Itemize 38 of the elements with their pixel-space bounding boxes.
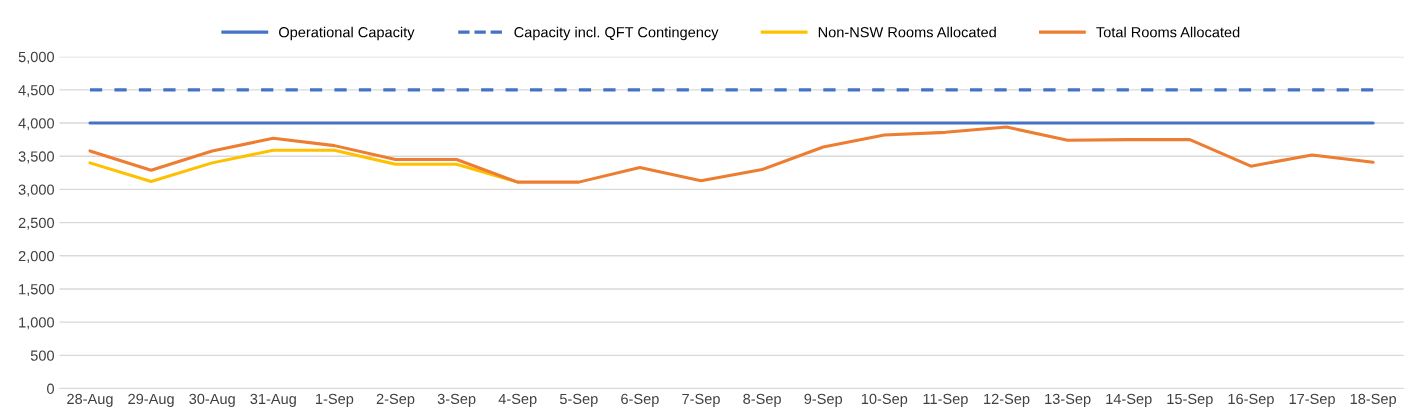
x-tick-label: 8-Sep [743, 393, 781, 407]
line-series [88, 125, 1375, 184]
x-tick-label: 5-Sep [559, 393, 598, 407]
x-tick-label: 28-Aug [67, 393, 113, 407]
x-tick-label: 10-Sep [861, 393, 908, 407]
x-tick-label: 4-Sep [498, 393, 537, 407]
y-tick-label: 0 [47, 383, 54, 394]
y-tick-label: 500 [30, 350, 54, 361]
legend-label: Operational Capacity [279, 26, 415, 41]
y-tick-label: 1,500 [19, 284, 54, 297]
y-tick-label: 4,000 [18, 118, 54, 131]
y-tick-label: 3,500 [18, 151, 54, 164]
legend-label: Non-NSW Rooms Allocated [818, 26, 996, 38]
x-tick-label: 9-Sep [804, 393, 843, 407]
y-tick-label: 2,500 [18, 217, 54, 230]
x-tick-label: 7-Sep [682, 393, 720, 407]
y-tick-label: 1,000 [19, 317, 54, 330]
legend-label: Total Rooms Allocated [1096, 26, 1240, 38]
y-tick-label: 3,000 [18, 184, 54, 197]
legend-label: Capacity incl. QFT Contingency [514, 26, 719, 41]
y-tick-label: 4,500 [18, 84, 54, 98]
x-tick-label: 29-Aug [128, 393, 174, 407]
x-tick-label: 16-Sep [1228, 393, 1274, 407]
x-tick-label: 31-Aug [250, 393, 296, 407]
x-tick-label: 3-Sep [437, 393, 476, 407]
x-tick-label: 13-Sep [1045, 393, 1091, 407]
y-tick-label: 5,000 [18, 51, 54, 64]
x-tick-label: 18-Sep [1350, 393, 1397, 407]
x-tick-label: 15-Sep [1167, 393, 1213, 407]
x-tick-label: 1-Sep [316, 393, 354, 407]
x-tick-label: 12-Sep [984, 393, 1030, 407]
x-tick-label: 30-Aug [189, 393, 235, 407]
x-tick-label: 2-Sep [376, 393, 415, 407]
x-tick-label: 17-Sep [1289, 393, 1335, 407]
x-tick-label: 6-Sep [621, 393, 659, 407]
x-tick-label: 14-Sep [1106, 393, 1152, 407]
y-tick-label: 2,000 [18, 250, 54, 263]
x-tick-label: 11-Sep [923, 393, 968, 407]
